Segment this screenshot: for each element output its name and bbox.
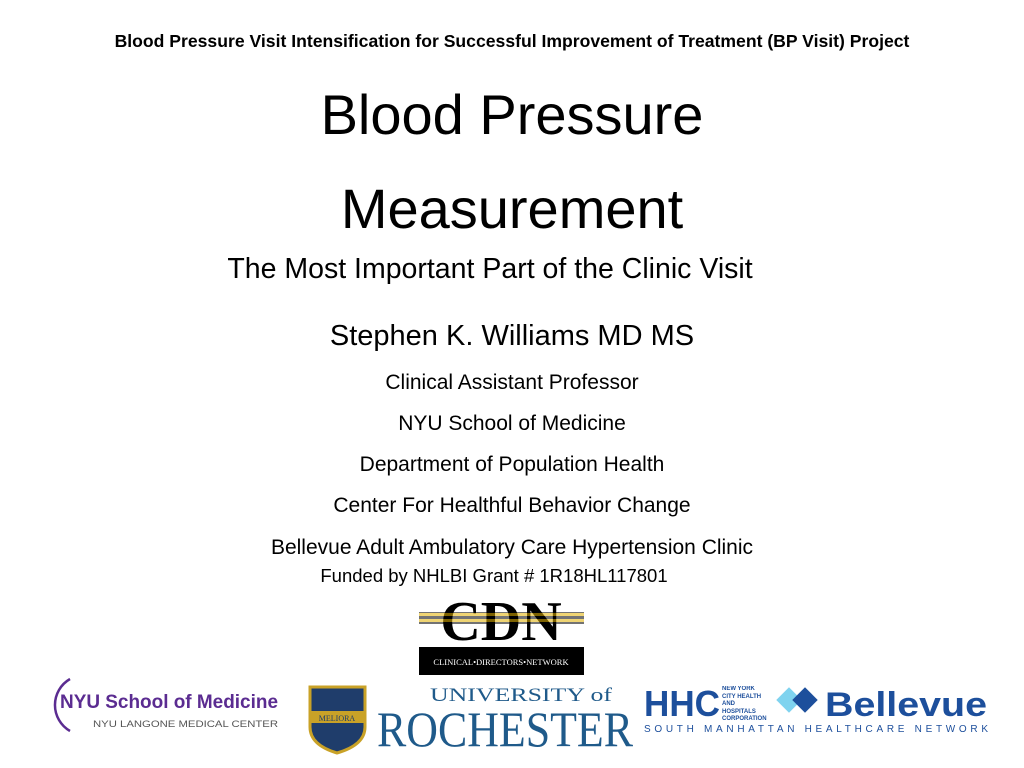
nyu-logo: NYU School of Medicine NYU LANGONE MEDIC… — [53, 677, 279, 733]
presenter-name: Stephen K. Williams MD MS — [329, 320, 695, 352]
rochester-logo: MELIORA UNIVERSITY of ROCHESTER — [308, 685, 634, 755]
bellevue-name: Bellevue — [825, 686, 987, 724]
title-line-2: Measurement — [340, 177, 684, 240]
bellevue-heart-icon — [776, 687, 818, 713]
affiliation: Bellevue Adult Ambulatory Care Hypertens… — [270, 536, 754, 559]
rochester-line1: UNIVERSITY of — [430, 685, 613, 706]
hhc-mark: HHC — [644, 683, 720, 724]
subtitle: The Most Important Part of the Clinic Vi… — [227, 253, 753, 285]
slide-header: Blood Pressure Visit Intensification for… — [114, 31, 910, 51]
funding-note: Funded by NHLBI Grant # 1R18HL117801 — [320, 565, 668, 586]
hhc-small-text: NEW YORK CITY HEALTH AND HOSPITALS CORPO… — [722, 686, 767, 720]
cdn-tagline: CLINICAL•DIRECTORS•NETWORK — [433, 657, 569, 667]
affiliation: NYU School of Medicine — [398, 412, 626, 435]
cdn-logo: CDN CLINICAL•DIRECTORS•NETWORK — [419, 592, 584, 675]
hhc-tagline: SOUTH MANHATTAN HEALTHCARE NETWORK — [644, 724, 988, 735]
hhc-bellevue-logo: HHC NEW YORK CITY HEALTH AND HOSPITALS C… — [644, 683, 988, 735]
rochester-shield-motto: MELIORA — [319, 714, 356, 723]
affiliation: Clinical Assistant Professor — [385, 371, 639, 394]
rochester-line2: ROCHESTER — [377, 701, 634, 755]
affiliation: Department of Population Health — [359, 453, 665, 476]
affiliation: Center For Healthful Behavior Change — [333, 494, 691, 517]
nyu-name: NYU School of Medicine — [60, 692, 278, 713]
title-line-1: Blood Pressure — [320, 83, 704, 146]
nyu-tagline: NYU LANGONE MEDICAL CENTER — [93, 719, 279, 729]
